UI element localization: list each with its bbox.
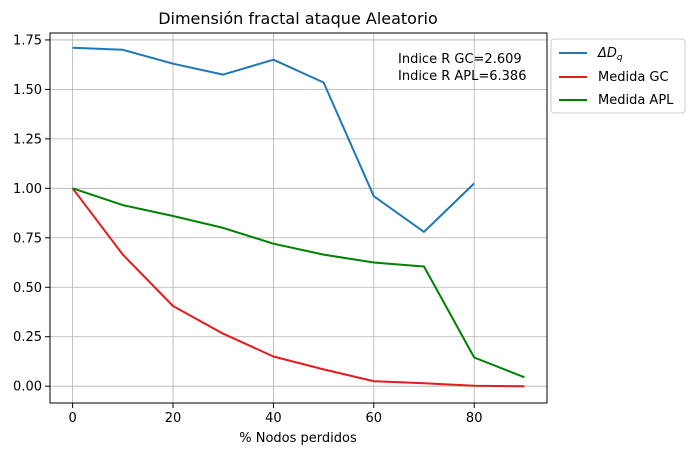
y-tick-label: 0.25 [13,330,42,345]
x-tick-label: 80 [466,411,483,426]
y-tick-label: 1.25 [13,132,42,147]
chart-title: Dimensión fractal ataque Aleatorio [158,9,438,28]
grid-lines [50,33,547,403]
y-tick-label: 1.50 [13,83,42,98]
series-medida-gc-line [71,187,525,388]
plot-area-frame [49,32,548,404]
legend-box [550,38,686,114]
y-tick-label: 1.75 [13,33,42,48]
legend-label-medida-gc: Medida GC [598,70,669,85]
x-axis-label: % Nodos perdidos [239,431,357,446]
y-axis-ticks: 0.00 0.25 0.50 0.75 1.00 1.25 1.50 1.75 [13,33,50,395]
legend: ΔDq Medida GC Medida APL [550,38,686,114]
y-tick-label: 0.75 [13,231,42,246]
y-tick-label: 1.00 [13,182,42,197]
annotation-apl-index: Indice R APL=6.386 [398,69,526,84]
legend-delta-dq-subscript: q [617,53,623,63]
x-tick-label: 60 [366,411,383,426]
annotation-gc-index: Indice R GC=2.609 [398,52,522,67]
y-tick-label: 0.00 [13,380,42,395]
legend-label-delta-dq: ΔDq [597,46,623,63]
series-delta-dq-line [72,46,475,233]
legend-label-medida-apl: Medida APL [598,93,674,108]
series-medida-apl-line [72,187,525,379]
y-tick-label: 0.50 [13,281,42,296]
x-tick-label: 20 [165,411,182,426]
x-tick-label: 40 [265,411,282,426]
legend-delta-dq-name: ΔD [597,46,617,61]
x-tick-label: 0 [68,411,76,426]
series-lines [71,46,525,388]
x-axis-ticks: 0 20 40 60 80 [68,403,482,426]
